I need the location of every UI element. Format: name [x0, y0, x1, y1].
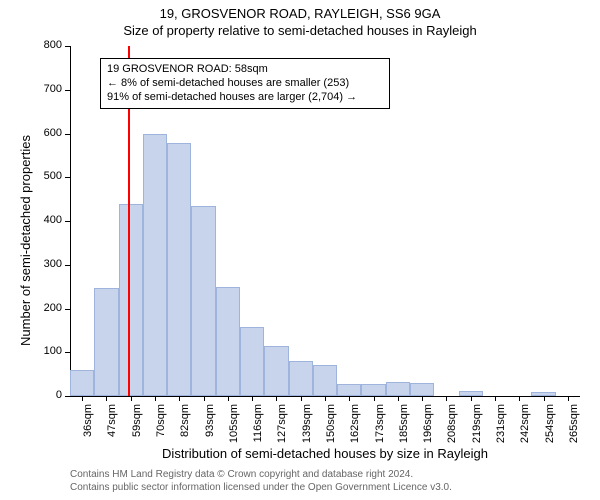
- y-axis-line: [70, 46, 71, 396]
- histogram-bar: [240, 327, 264, 396]
- x-axis-title: Distribution of semi-detached houses by …: [70, 446, 580, 461]
- x-tick: [519, 396, 520, 401]
- histogram-bar: [361, 384, 385, 396]
- y-tick-label: 0: [32, 389, 62, 401]
- x-tick: [568, 396, 569, 401]
- chart-container: 19, GROSVENOR ROAD, RAYLEIGH, SS6 9GA Si…: [0, 0, 600, 500]
- y-tick: [65, 396, 70, 397]
- y-tick-label: 800: [32, 39, 62, 51]
- x-tick: [301, 396, 302, 401]
- x-tick: [422, 396, 423, 401]
- histogram-bar: [70, 370, 94, 396]
- x-tick: [446, 396, 447, 401]
- x-tick: [325, 396, 326, 401]
- chart-title-main: 19, GROSVENOR ROAD, RAYLEIGH, SS6 9GA: [0, 6, 600, 21]
- histogram-bar: [289, 361, 313, 396]
- x-tick: [106, 396, 107, 401]
- y-tick-label: 500: [32, 170, 62, 182]
- histogram-bar: [264, 346, 288, 396]
- histogram-bar: [216, 287, 240, 396]
- annotation-line: 91% of semi-detached houses are larger (…: [107, 91, 383, 105]
- y-tick: [65, 46, 70, 47]
- x-tick: [155, 396, 156, 401]
- y-tick: [65, 352, 70, 353]
- chart-title-sub: Size of property relative to semi-detach…: [0, 23, 600, 38]
- x-tick: [349, 396, 350, 401]
- y-tick-label: 600: [32, 127, 62, 139]
- y-tick: [65, 177, 70, 178]
- histogram-bar: [167, 143, 191, 396]
- y-tick-label: 400: [32, 214, 62, 226]
- x-tick: [495, 396, 496, 401]
- footer-line-2: Contains public sector information licen…: [70, 481, 452, 494]
- histogram-bar: [386, 382, 410, 396]
- y-tick-label: 100: [32, 345, 62, 357]
- histogram-bar: [191, 206, 215, 396]
- x-tick: [252, 396, 253, 401]
- y-tick: [65, 309, 70, 310]
- histogram-bar: [410, 383, 434, 396]
- x-tick: [398, 396, 399, 401]
- footer-line-1: Contains HM Land Registry data © Crown c…: [70, 468, 452, 481]
- y-tick-label: 300: [32, 258, 62, 270]
- chart-footer: Contains HM Land Registry data © Crown c…: [70, 468, 452, 494]
- y-tick: [65, 134, 70, 135]
- y-tick-label: 700: [32, 83, 62, 95]
- x-tick: [179, 396, 180, 401]
- histogram-bar: [313, 365, 337, 397]
- x-tick: [131, 396, 132, 401]
- y-tick-label: 200: [32, 302, 62, 314]
- histogram-bar: [119, 204, 143, 397]
- x-tick: [544, 396, 545, 401]
- histogram-bar: [143, 134, 167, 396]
- y-tick: [65, 265, 70, 266]
- x-tick: [276, 396, 277, 401]
- x-tick: [471, 396, 472, 401]
- x-tick: [374, 396, 375, 401]
- y-tick: [65, 221, 70, 222]
- annotation-box: 19 GROSVENOR ROAD: 58sqm← 8% of semi-det…: [100, 58, 390, 109]
- x-tick: [228, 396, 229, 401]
- x-tick: [204, 396, 205, 401]
- x-tick: [82, 396, 83, 401]
- annotation-line: ← 8% of semi-detached houses are smaller…: [107, 77, 383, 91]
- histogram-bar: [337, 384, 361, 396]
- annotation-line: 19 GROSVENOR ROAD: 58sqm: [107, 63, 383, 77]
- y-tick: [65, 90, 70, 91]
- y-axis-title: Number of semi-detached properties: [18, 135, 33, 346]
- histogram-bar: [94, 288, 118, 397]
